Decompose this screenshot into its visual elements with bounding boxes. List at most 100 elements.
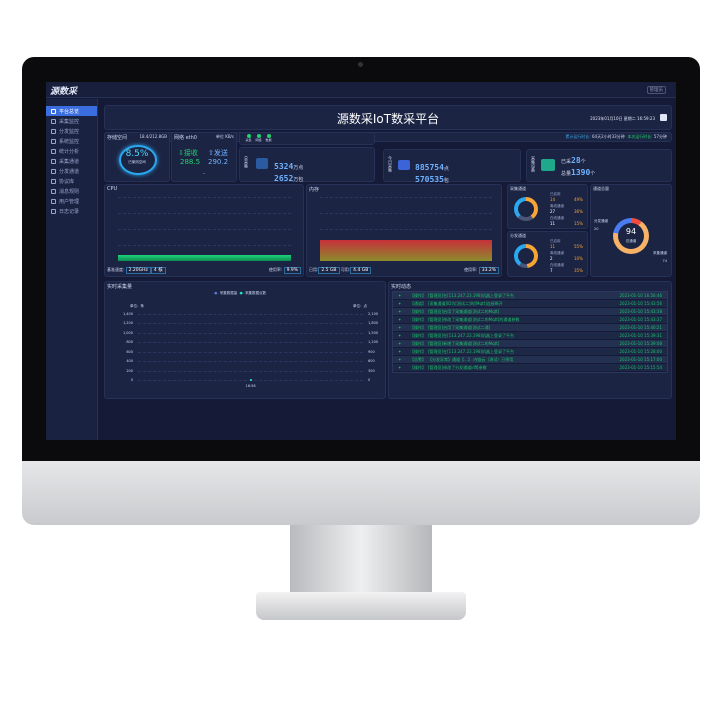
channel-stat-label: 已启用 <box>550 192 561 196</box>
log-row[interactable]: ✦ 【告警】 【分发异常】通道【…】 内链云（测试）已停用 2023-01-10 15… <box>393 356 667 364</box>
log-row[interactable]: ✦ 【通道】 [采集通道]ID为[测试二]的[Mqtt]连接断开 2023-01-10… <box>393 300 667 308</box>
log-row[interactable]: ✦ 【操作】 [管理员]修改了采集通道[测试二的Mqtt]的通道参数 2023-01-… <box>393 316 667 324</box>
today-packets: 570535 <box>415 175 444 184</box>
plus-icon: ✦ <box>398 293 402 298</box>
y-tick-right: 900 <box>368 349 375 354</box>
memory-card: 内存 已用: 2.5 GB 可用: 4.4 GB 使用率: 33.2% <box>306 184 502 277</box>
user-button[interactable]: 管理员 <box>646 86 666 94</box>
total-runtime: 64天2小时33分钟 <box>591 134 625 139</box>
log-row[interactable]: ✦ 【操作】 [管理员]在[113.247.23.198]机器上登录了平台 2023-… <box>393 348 667 356</box>
channel-stat-value: 7 <box>550 268 553 273</box>
sidebar-item-label: 协议库 <box>59 178 75 185</box>
collected-unit: 个 <box>580 159 586 165</box>
log-text: [管理员]在[113.247.23.198]机器上登录了平台 <box>428 292 515 298</box>
cpu-cores: 4 核 <box>150 267 166 274</box>
log-time: 2023-01-10 15:43:38 <box>619 309 662 314</box>
cpu-card: CPU 基准速度: 2.20GHz 4 核 使用率: 9.9% <box>104 184 304 277</box>
dist-count: 20 <box>594 227 599 231</box>
status-label: 采集 <box>245 138 252 142</box>
sidebar-item[interactable]: 分发通道 <box>46 166 97 176</box>
log-text: [管理员]修改了采集通道[测试二的Mqtt]的通道参数 <box>428 316 520 322</box>
log-row[interactable]: ✦ 【操作】 [管理员]在[113.247.23.198]机器上登录了平台 2023-… <box>393 332 667 340</box>
plus-icon: ✦ <box>398 325 402 330</box>
channel-stat-value: 14 <box>550 197 556 202</box>
users-icon <box>51 198 56 204</box>
y-tick-left: 1,400 <box>122 312 133 316</box>
y-tick-left: 600 <box>126 349 133 354</box>
memory-usage: 33.2% <box>478 267 499 274</box>
channel-ring <box>514 197 538 221</box>
camera-icon <box>358 62 363 67</box>
title-bar: 源数采IoT数采平台 2023年01月10日 星期二 16:59:23 <box>104 105 672 130</box>
sidebar-item-label: 统计分析 <box>59 148 80 155</box>
log-card: 实时动态 ✦ 【操作】 [管理员]在[113.247.23.198]机器上登录了平台… <box>388 281 672 399</box>
sidebar-item[interactable]: 分发监控 <box>46 126 97 136</box>
y-tick-right: 300 <box>368 368 375 373</box>
channel-ring <box>514 244 538 268</box>
network-label: 网络 eth0 <box>174 135 197 141</box>
cpu-speed: 2.20GHz <box>125 267 151 274</box>
y-tick-right: 2,100 <box>368 312 379 316</box>
log-text: [管理员]新增了采集通道[测试二的Mqtt] <box>428 340 500 346</box>
plus-icon: ✦ <box>398 309 402 314</box>
log-row[interactable]: ✦ 【操作】 [管理员]启用了采集通道[测试二通] 2023-01-10 15:40:… <box>393 324 667 332</box>
collect-channels-card: 采集通道 已启用 14 49% 离线通道 27 36% 在线通道 11 15% <box>507 184 588 229</box>
log-time: 2023-01-10 15:17:00 <box>619 357 662 362</box>
sidebar-item[interactable]: 统计分析 <box>46 146 97 156</box>
storage-label: 存储空间 <box>107 135 128 141</box>
log-list: ✦ 【操作】 [管理员]在[113.247.23.198]机器上登录了平台 2023-… <box>392 291 668 373</box>
today-collect-card: 今日采集 885754点 570535包 <box>383 149 521 184</box>
y-axis-left-label: 单位：条 <box>130 304 144 308</box>
device-icon <box>541 159 555 171</box>
receive-label: ⇩接收 <box>178 149 198 157</box>
pie-icon <box>51 148 56 154</box>
sidebar-item[interactable]: 系统监控 <box>46 136 97 146</box>
status-light: 采集 <box>244 134 253 142</box>
sidebar-item-label: 日志记录 <box>59 208 80 215</box>
monitor-icon <box>51 138 56 144</box>
log-tag: 【操作】 <box>410 324 426 330</box>
sidebar-item[interactable]: 用户管理 <box>46 196 97 206</box>
used-label: 已用: <box>309 267 319 272</box>
log-text: [管理员]启用了采集通道[测试二通] <box>428 324 491 330</box>
memory-chart <box>320 197 492 261</box>
sidebar-item[interactable]: 日志记录 <box>46 206 97 216</box>
sidebar-item[interactable]: 采集通道 <box>46 156 97 166</box>
log-time: 2023-01-10 15:40:21 <box>619 325 662 330</box>
log-text: [管理员]修改了分发通道id等参数 <box>428 364 487 370</box>
gridline <box>138 351 363 353</box>
collected-value: 28 <box>571 156 581 165</box>
network-card: 网络 eth0 单位 KB/s ⇩接收 ⇧发送 288.5 290.2 - <box>171 132 237 182</box>
total-devices-value: 1390 <box>571 168 591 177</box>
collect-label: 采集通道 <box>653 251 667 255</box>
log-row[interactable]: ✦ 【操作】 [管理员]启用了采集通道[测试二的Mqtt] 2023-01-10 15… <box>393 308 667 316</box>
gridline <box>138 332 363 334</box>
monitor-chin <box>22 461 700 525</box>
current-runtime: 57分钟 <box>653 134 667 139</box>
sidebar-item-label: 系统监控 <box>59 138 80 145</box>
sidebar-item[interactable]: 协议库 <box>46 176 97 186</box>
settings-icon[interactable] <box>660 114 667 121</box>
log-time: 2023-01-10 16:56:46 <box>619 293 662 298</box>
log-row[interactable]: ✦ 【操作】 [管理员]修改了分发通道id等参数 2023-01-10 15:15:5… <box>393 364 667 372</box>
network-dash: - <box>203 171 205 177</box>
sidebar-item-label: 分发通道 <box>59 168 80 175</box>
log-text: [管理员]启用了采集通道[测试二的Mqtt] <box>428 308 500 314</box>
sidebar-item[interactable]: 平台总览 <box>46 106 97 116</box>
sidebar-item[interactable]: 消息规则 <box>46 186 97 196</box>
y-tick-right: 600 <box>368 359 375 364</box>
channel-total-sub: 总通道 <box>625 239 637 243</box>
log-title: 实时动态 <box>391 284 412 290</box>
plus-icon: ✦ <box>398 301 402 306</box>
free-label: 可用: <box>340 267 351 272</box>
log-row[interactable]: ✦ 【操作】 [管理员]新增了采集通道[测试二的Mqtt] 2023-01-10 15… <box>393 340 667 348</box>
top-bar: 源数采 管理员 <box>46 82 676 98</box>
sidebar-item[interactable]: 采集监控 <box>46 116 97 126</box>
channel-donut <box>613 218 649 254</box>
plus-icon: ✦ <box>398 357 402 362</box>
storage-sub: 已使用空间 <box>128 160 146 164</box>
log-row[interactable]: ✦ 【操作】 [管理员]在[113.247.23.198]机器上登录了平台 2023-… <box>393 292 667 300</box>
dist-label: 分发通道 <box>594 219 608 223</box>
log-text: [管理员]在[113.247.23.198]机器上登录了平台 <box>428 332 515 338</box>
log-tag: 【操作】 <box>410 332 426 338</box>
